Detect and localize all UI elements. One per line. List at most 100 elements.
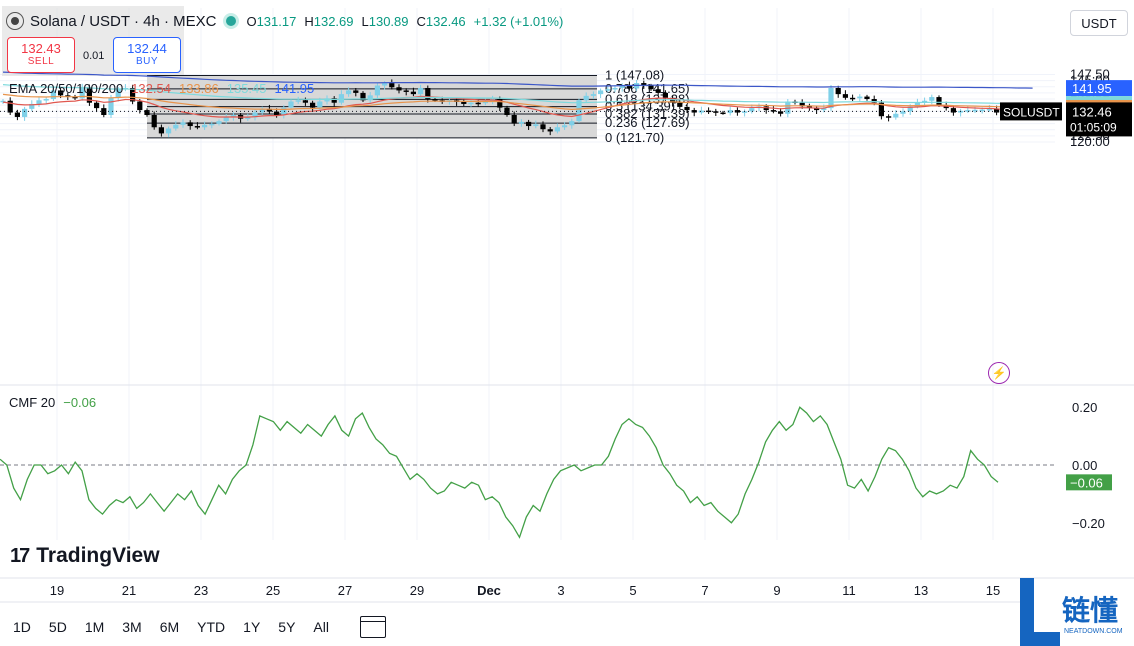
symbol-tag — [1000, 102, 1062, 121]
sell-label: SELL — [27, 56, 55, 67]
candle-body — [72, 96, 78, 99]
last-price-tag — [1066, 102, 1132, 137]
time-axis-tick: 29 — [410, 583, 424, 598]
candle-body — [590, 94, 596, 96]
cmf-axis-tick: 0.00 — [1072, 458, 1097, 473]
sell-button[interactable]: 132.43 SELL — [7, 37, 75, 73]
candle-body — [43, 99, 49, 101]
tf-1m[interactable]: 1M — [84, 619, 105, 635]
time-axis-tick: 7 — [701, 583, 708, 598]
tf-5d[interactable]: 5D — [48, 619, 67, 635]
candle-body — [137, 101, 143, 111]
candle-body — [389, 83, 395, 88]
tf-1y[interactable]: 1Y — [243, 619, 261, 635]
chart-header: Solana / USDT · 4h · MEXC O131.17 H132.6… — [6, 10, 563, 32]
time-axis-tick: Dec — [477, 583, 501, 598]
tf-ytd[interactable]: YTD — [197, 619, 226, 635]
close-value: 132.46 — [425, 13, 466, 29]
high-key: H — [304, 13, 314, 29]
candle-body — [734, 110, 740, 113]
ema50-value: 133.86 — [178, 81, 219, 96]
candle-body — [245, 117, 251, 119]
candle-body — [475, 102, 481, 105]
candle-body — [835, 87, 841, 95]
symbol-title[interactable]: Solana / USDT · 4h · MEXC — [30, 12, 217, 30]
ema-line-100 — [2, 84, 1033, 105]
candle-body — [302, 100, 308, 103]
date-range-calendar-icon[interactable] — [359, 616, 386, 638]
flash-icon[interactable]: ⚡ — [988, 362, 1010, 384]
candle-body — [814, 107, 820, 111]
buy-label: BUY — [135, 56, 159, 67]
candle-body — [828, 87, 834, 109]
tf-all[interactable]: All — [313, 619, 329, 635]
ema-line-20 — [2, 95, 1033, 118]
candle-body — [871, 99, 877, 103]
candle-body — [626, 85, 632, 89]
candle-body — [979, 109, 985, 112]
candle-body — [511, 114, 517, 124]
candle-body — [288, 101, 294, 108]
candle-body — [562, 125, 568, 128]
candle-body — [778, 111, 784, 114]
open-key: O — [246, 13, 257, 29]
cmf-line — [0, 406, 999, 539]
candle-body — [425, 87, 431, 100]
candle-body — [396, 87, 402, 91]
tf-1d[interactable]: 1D — [13, 619, 31, 635]
candle-body — [202, 124, 208, 128]
candle-body — [180, 122, 186, 125]
candle-body — [266, 108, 272, 112]
tf-5y[interactable]: 5Y — [278, 619, 296, 635]
candle-body — [986, 108, 992, 111]
candle-body — [461, 101, 467, 104]
candle-body — [612, 87, 618, 90]
candle-body — [806, 106, 812, 108]
candle-body — [108, 97, 114, 115]
candle-body — [482, 101, 488, 104]
candle-body — [29, 103, 35, 109]
candle-body — [36, 100, 42, 104]
candle-body — [583, 95, 589, 101]
price-axis-tick: 147.50 — [1070, 66, 1110, 81]
candle-body — [770, 110, 776, 112]
fib-level-label: 0.236 (127.69) — [605, 115, 690, 130]
buy-button[interactable]: 132.44 BUY — [113, 37, 181, 73]
ema-legend[interactable]: EMA 20/50/100/200 132.54 133.86 135.45 1… — [9, 81, 314, 96]
ema20-value: 132.54 — [131, 81, 171, 96]
candle-body — [677, 102, 683, 107]
change-value: +1.32 (+1.01%) — [473, 13, 564, 29]
tradingview-mark-icon: 17 — [10, 544, 30, 567]
time-axis-tick: 21 — [122, 583, 136, 598]
candle-body — [79, 87, 85, 99]
bar-countdown: 01:05:09 — [1070, 120, 1117, 134]
cmf-legend[interactable]: CMF 20 −0.06 — [9, 395, 96, 410]
candle-body — [742, 111, 748, 113]
cmf-legend-value: −0.06 — [63, 395, 97, 410]
candle-body — [691, 110, 697, 113]
candle-body — [187, 122, 193, 127]
candle-body — [619, 85, 625, 88]
candle-body — [367, 95, 373, 101]
last-price-value: 132.46 — [1072, 104, 1112, 119]
candle-body — [115, 89, 121, 98]
time-axis-tick: 3 — [557, 583, 564, 598]
candle-body — [382, 83, 388, 86]
ema100-value: 135.45 — [226, 81, 267, 96]
currency-button[interactable]: USDT — [1070, 10, 1128, 36]
neatdown-watermark: 链懂 NEATDOWN.COM — [1020, 578, 1123, 646]
tf-3m[interactable]: 3M — [122, 619, 142, 635]
candle-body — [727, 110, 733, 114]
tf-6m[interactable]: 6M — [159, 619, 180, 635]
candle-body — [662, 92, 668, 98]
candle-body — [526, 121, 532, 127]
candle-body — [223, 117, 229, 122]
close-key: C — [416, 13, 426, 29]
candle-body — [922, 100, 928, 103]
cmf-axis-tick: 0.20 — [1072, 400, 1097, 415]
candle-body — [655, 89, 661, 93]
candle-body — [274, 111, 280, 115]
low-key: L — [361, 13, 369, 29]
candle-body — [713, 111, 719, 113]
